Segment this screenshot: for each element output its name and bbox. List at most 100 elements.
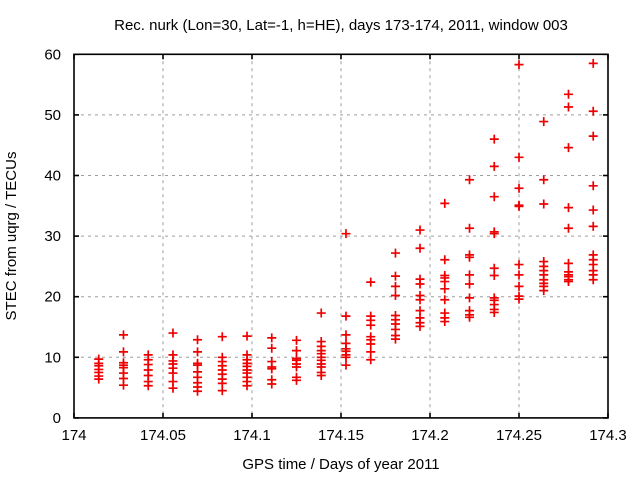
x-tick-label: 174 [61, 427, 86, 444]
plus-marker [465, 252, 475, 262]
plus-marker [440, 295, 450, 305]
y-tick-label: 20 [44, 289, 61, 306]
plus-marker [588, 275, 598, 285]
plus-marker [292, 335, 301, 345]
plus-marker [465, 175, 475, 185]
plus-marker [341, 229, 351, 239]
plus-marker [193, 386, 203, 396]
plus-marker [242, 331, 252, 341]
plus-marker [588, 106, 598, 116]
plus-marker [118, 330, 128, 340]
plus-marker [440, 198, 450, 208]
plus-marker [390, 334, 400, 344]
plus-marker [366, 320, 376, 330]
x-tick-label: 174.3 [589, 427, 627, 444]
x-tick-label: 174.2 [411, 427, 449, 444]
y-tick-label: 40 [44, 168, 61, 185]
plus-marker [366, 277, 376, 287]
y-tick-labels: 0 10 20 30 40 50 60 [44, 46, 61, 427]
plus-marker [341, 330, 351, 340]
plus-marker [514, 270, 524, 280]
plus-marker [489, 161, 499, 171]
plus-marker [440, 255, 450, 265]
plus-marker [341, 352, 351, 362]
plus-marker [563, 89, 573, 99]
plus-marker [489, 192, 499, 202]
x-tick-label: 174.15 [318, 427, 364, 444]
plus-marker [118, 380, 128, 390]
plus-marker [465, 312, 475, 322]
data-points [94, 58, 598, 396]
plus-marker [341, 360, 351, 370]
plus-marker [514, 60, 524, 70]
plus-marker [143, 381, 153, 391]
plus-marker [563, 223, 573, 233]
plus-marker [168, 368, 178, 378]
plus-marker [94, 374, 104, 384]
x-tick-labels: 174 174.05 174.1 174.15 174.2 174.25 174.3 [61, 427, 626, 444]
plus-marker [267, 379, 277, 389]
plus-marker [415, 225, 425, 235]
plus-marker [242, 381, 252, 391]
grid-lines [74, 54, 608, 418]
plot-border [73, 53, 609, 419]
plus-marker [118, 347, 128, 357]
plus-marker [465, 293, 475, 303]
y-tick-label: 50 [44, 107, 61, 124]
plus-marker [514, 260, 524, 270]
plus-marker [514, 201, 524, 211]
plus-marker [316, 308, 326, 318]
plus-marker [267, 364, 277, 374]
y-tick-label: 60 [44, 46, 61, 63]
x-tick-label: 174.1 [233, 427, 271, 444]
plus-marker [563, 203, 573, 213]
plus-marker [267, 343, 277, 353]
plus-marker [292, 346, 301, 356]
plus-marker [489, 270, 499, 280]
x-axis-label: GPS time / Days of year 2011 [242, 456, 439, 473]
plus-marker [514, 152, 524, 162]
plus-marker [514, 183, 524, 193]
plus-marker [390, 290, 400, 300]
plus-marker [489, 229, 499, 239]
plus-marker [588, 131, 598, 141]
y-tick-label: 30 [44, 228, 61, 245]
y-axis-label: STEC from uqrg / TECUs [3, 152, 20, 321]
plus-marker [267, 333, 277, 343]
plus-marker [440, 317, 450, 327]
plus-marker [489, 134, 499, 144]
plus-marker [390, 281, 400, 291]
plus-marker [390, 248, 400, 258]
plus-marker [341, 311, 351, 321]
plus-marker [588, 58, 598, 68]
plus-marker [514, 281, 524, 291]
y-tick-label: 10 [44, 349, 61, 366]
plus-marker [465, 279, 475, 289]
plus-marker [366, 339, 376, 349]
plus-marker [588, 181, 598, 191]
plus-marker [415, 279, 425, 289]
chart-title: Rec. nurk (Lon=30, Lat=-1, h=HE), days 1… [114, 17, 568, 34]
plus-marker [415, 321, 425, 331]
plus-marker [217, 332, 227, 342]
x-tick-label: 174.25 [496, 427, 542, 444]
plus-marker [563, 258, 573, 268]
plus-marker [514, 294, 524, 304]
plus-marker [316, 370, 326, 380]
plus-marker [539, 286, 549, 296]
y-tick-label: 0 [53, 410, 61, 427]
plus-marker [193, 347, 203, 357]
plus-marker [563, 102, 573, 112]
plus-marker [366, 355, 376, 365]
plus-marker [292, 362, 301, 372]
plus-marker [588, 221, 598, 231]
plus-marker [465, 223, 475, 233]
plus-marker [168, 328, 178, 338]
plus-marker [465, 270, 475, 280]
plus-marker [563, 143, 573, 153]
plus-marker [588, 205, 598, 215]
plus-marker [168, 383, 178, 393]
plus-marker [539, 175, 549, 185]
